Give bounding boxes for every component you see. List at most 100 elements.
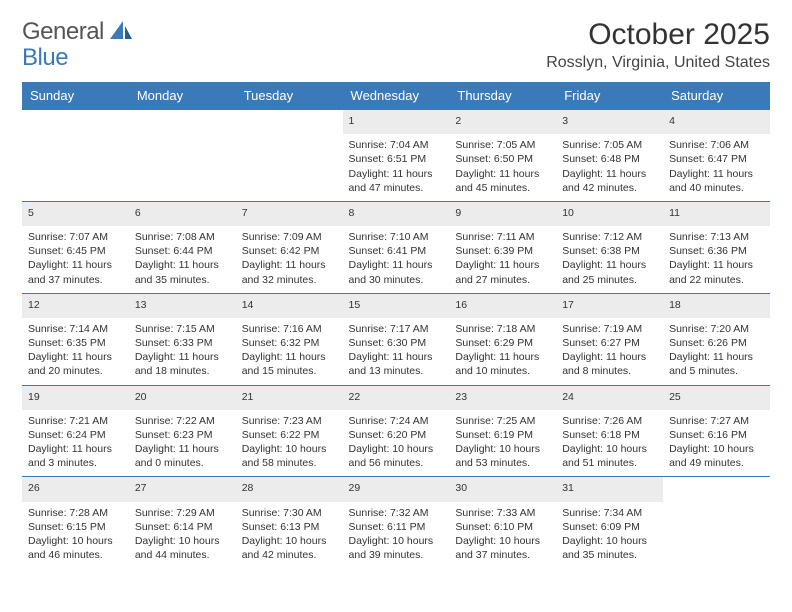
sunrise-line: Sunrise: 7:18 AM <box>455 322 550 336</box>
daylight-line: Daylight: 10 hours and 46 minutes. <box>28 534 123 562</box>
sunset-line: Sunset: 6:38 PM <box>562 244 657 258</box>
sunrise-line: Sunrise: 7:17 AM <box>349 322 444 336</box>
day-cell: Sunrise: 7:07 AMSunset: 6:45 PMDaylight:… <box>22 226 129 293</box>
sunrise-line: Sunrise: 7:11 AM <box>455 230 550 244</box>
sunrise-line: Sunrise: 7:25 AM <box>455 414 550 428</box>
day-cell <box>129 134 236 201</box>
day-cell: Sunrise: 7:12 AMSunset: 6:38 PMDaylight:… <box>556 226 663 293</box>
day-header-friday: Friday <box>556 82 663 110</box>
daylight-line: Daylight: 10 hours and 58 minutes. <box>242 442 337 470</box>
day-cell: Sunrise: 7:06 AMSunset: 6:47 PMDaylight:… <box>663 134 770 201</box>
day-cell: Sunrise: 7:32 AMSunset: 6:11 PMDaylight:… <box>343 502 450 569</box>
daylight-line: Daylight: 11 hours and 20 minutes. <box>28 350 123 378</box>
sunrise-line: Sunrise: 7:32 AM <box>349 506 444 520</box>
day-number: 29 <box>343 477 450 502</box>
day-number: 24 <box>556 385 663 410</box>
day-cell: Sunrise: 7:08 AMSunset: 6:44 PMDaylight:… <box>129 226 236 293</box>
sunrise-line: Sunrise: 7:08 AM <box>135 230 230 244</box>
logo-sail-icon <box>108 19 134 46</box>
day-cell: Sunrise: 7:16 AMSunset: 6:32 PMDaylight:… <box>236 318 343 385</box>
week-textrow: Sunrise: 7:28 AMSunset: 6:15 PMDaylight:… <box>22 502 770 569</box>
day-number <box>22 110 129 135</box>
day-header-saturday: Saturday <box>663 82 770 110</box>
day-cell: Sunrise: 7:14 AMSunset: 6:35 PMDaylight:… <box>22 318 129 385</box>
day-cell <box>236 134 343 201</box>
week-textrow: Sunrise: 7:07 AMSunset: 6:45 PMDaylight:… <box>22 226 770 293</box>
sunrise-line: Sunrise: 7:12 AM <box>562 230 657 244</box>
day-number: 19 <box>22 385 129 410</box>
sunset-line: Sunset: 6:41 PM <box>349 244 444 258</box>
day-number <box>663 477 770 502</box>
day-number: 10 <box>556 201 663 226</box>
day-number: 6 <box>129 201 236 226</box>
day-cell: Sunrise: 7:27 AMSunset: 6:16 PMDaylight:… <box>663 410 770 477</box>
sunrise-line: Sunrise: 7:13 AM <box>669 230 764 244</box>
sunset-line: Sunset: 6:30 PM <box>349 336 444 350</box>
week-numrow: 12131415161718 <box>22 293 770 318</box>
calendar-body: 1234Sunrise: 7:04 AMSunset: 6:51 PMDayli… <box>22 110 770 569</box>
sunset-line: Sunset: 6:09 PM <box>562 520 657 534</box>
day-number: 22 <box>343 385 450 410</box>
logo-text-general: General <box>22 18 104 46</box>
day-number: 2 <box>449 110 556 135</box>
day-header-thursday: Thursday <box>449 82 556 110</box>
day-header-row: SundayMondayTuesdayWednesdayThursdayFrid… <box>22 82 770 110</box>
sunrise-line: Sunrise: 7:21 AM <box>28 414 123 428</box>
sunset-line: Sunset: 6:10 PM <box>455 520 550 534</box>
daylight-line: Daylight: 11 hours and 45 minutes. <box>455 167 550 195</box>
sunset-line: Sunset: 6:15 PM <box>28 520 123 534</box>
week-textrow: Sunrise: 7:04 AMSunset: 6:51 PMDaylight:… <box>22 134 770 201</box>
daylight-line: Daylight: 11 hours and 32 minutes. <box>242 258 337 286</box>
daylight-line: Daylight: 11 hours and 15 minutes. <box>242 350 337 378</box>
day-number: 8 <box>343 201 450 226</box>
sunset-line: Sunset: 6:19 PM <box>455 428 550 442</box>
sunrise-line: Sunrise: 7:26 AM <box>562 414 657 428</box>
sunset-line: Sunset: 6:44 PM <box>135 244 230 258</box>
week-numrow: 1234 <box>22 110 770 135</box>
day-header-tuesday: Tuesday <box>236 82 343 110</box>
logo-text-blue: Blue <box>22 44 68 71</box>
day-number: 1 <box>343 110 450 135</box>
day-number: 15 <box>343 293 450 318</box>
day-cell: Sunrise: 7:17 AMSunset: 6:30 PMDaylight:… <box>343 318 450 385</box>
day-cell: Sunrise: 7:29 AMSunset: 6:14 PMDaylight:… <box>129 502 236 569</box>
daylight-line: Daylight: 10 hours and 56 minutes. <box>349 442 444 470</box>
sunrise-line: Sunrise: 7:04 AM <box>349 138 444 152</box>
sunset-line: Sunset: 6:24 PM <box>28 428 123 442</box>
week-numrow: 567891011 <box>22 201 770 226</box>
daylight-line: Daylight: 11 hours and 40 minutes. <box>669 167 764 195</box>
day-cell: Sunrise: 7:30 AMSunset: 6:13 PMDaylight:… <box>236 502 343 569</box>
day-number: 26 <box>22 477 129 502</box>
day-cell: Sunrise: 7:34 AMSunset: 6:09 PMDaylight:… <box>556 502 663 569</box>
sunset-line: Sunset: 6:48 PM <box>562 152 657 166</box>
title-block: October 2025 Rosslyn, Virginia, United S… <box>546 18 770 72</box>
sunset-line: Sunset: 6:26 PM <box>669 336 764 350</box>
daylight-line: Daylight: 11 hours and 8 minutes. <box>562 350 657 378</box>
daylight-line: Daylight: 10 hours and 35 minutes. <box>562 534 657 562</box>
sunrise-line: Sunrise: 7:20 AM <box>669 322 764 336</box>
daylight-line: Daylight: 11 hours and 18 minutes. <box>135 350 230 378</box>
day-cell: Sunrise: 7:15 AMSunset: 6:33 PMDaylight:… <box>129 318 236 385</box>
day-cell: Sunrise: 7:18 AMSunset: 6:29 PMDaylight:… <box>449 318 556 385</box>
day-number: 16 <box>449 293 556 318</box>
sunrise-line: Sunrise: 7:05 AM <box>455 138 550 152</box>
sunrise-line: Sunrise: 7:14 AM <box>28 322 123 336</box>
day-number: 4 <box>663 110 770 135</box>
day-number: 20 <box>129 385 236 410</box>
day-cell: Sunrise: 7:21 AMSunset: 6:24 PMDaylight:… <box>22 410 129 477</box>
daylight-line: Daylight: 11 hours and 37 minutes. <box>28 258 123 286</box>
daylight-line: Daylight: 11 hours and 10 minutes. <box>455 350 550 378</box>
day-number: 3 <box>556 110 663 135</box>
calendar-table: SundayMondayTuesdayWednesdayThursdayFrid… <box>22 82 770 568</box>
sunrise-line: Sunrise: 7:15 AM <box>135 322 230 336</box>
day-cell: Sunrise: 7:09 AMSunset: 6:42 PMDaylight:… <box>236 226 343 293</box>
day-number: 12 <box>22 293 129 318</box>
day-header-monday: Monday <box>129 82 236 110</box>
day-number: 27 <box>129 477 236 502</box>
day-number: 18 <box>663 293 770 318</box>
day-number: 14 <box>236 293 343 318</box>
day-number: 31 <box>556 477 663 502</box>
header: General October 2025 Rosslyn, Virginia, … <box>22 18 770 72</box>
day-cell: Sunrise: 7:28 AMSunset: 6:15 PMDaylight:… <box>22 502 129 569</box>
daylight-line: Daylight: 10 hours and 39 minutes. <box>349 534 444 562</box>
